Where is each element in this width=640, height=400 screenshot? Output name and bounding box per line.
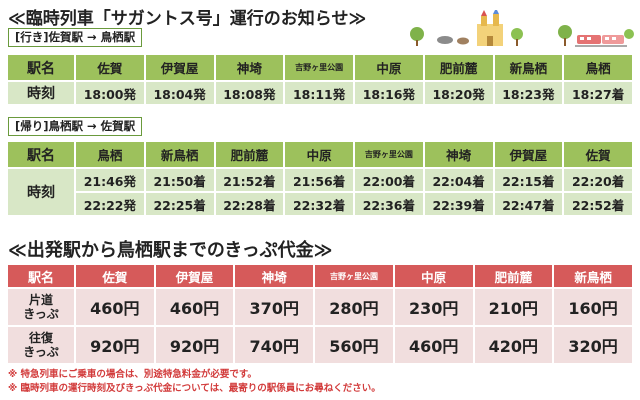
header-label: 駅名 (8, 55, 74, 80)
station-cell: 鳥栖 (76, 142, 144, 167)
time-cell: 18:04発 (145, 82, 214, 104)
station-cell: 伊賀屋 (145, 55, 214, 80)
fare-cell: 740円 (235, 327, 314, 363)
station-cell: 新鳥栖 (494, 55, 563, 80)
header-label: 駅名 (8, 142, 74, 167)
station-cell: 新鳥栖 (145, 142, 214, 167)
station-cell: 肥前麓 (474, 265, 553, 287)
fare-cell: 280円 (315, 289, 393, 325)
time-cell: 22:25着 (145, 193, 214, 215)
outbound-route-label: [行き]佐賀駅 → 鳥栖駅 (8, 28, 143, 47)
station-cell: 新鳥栖 (554, 265, 632, 287)
station-cell: 佐賀 (76, 265, 154, 287)
row-label: 時刻 (8, 169, 74, 215)
time-cell: 18:00発 (76, 82, 144, 104)
tree-icon (410, 27, 424, 46)
time-cell: 18:27着 (564, 82, 632, 104)
time-cell: 18:11発 (285, 82, 353, 104)
time-cell: 22:47着 (494, 193, 563, 215)
time-cell: 22:36着 (355, 193, 423, 215)
station-cell: 佐賀 (76, 55, 144, 80)
fare-section-title: ≪出発駅から鳥栖駅までのきっぷ代金≫ (8, 240, 333, 261)
station-cell: 中原 (394, 265, 473, 287)
fare-cell: 920円 (76, 327, 154, 363)
fare-cell: 560円 (315, 327, 393, 363)
time-cell: 22:28着 (215, 193, 284, 215)
station-cell: 佐賀 (564, 142, 632, 167)
notes: ※ 特急列車にご乗車の場合は、別途特急料金が必要です。 ※ 臨時列車の運行時刻及… (8, 368, 381, 396)
time-cell: 18:16発 (355, 82, 423, 104)
station-cell: 肥前麓 (424, 55, 493, 80)
time-cell: 22:00着 (355, 169, 423, 191)
station-cell: 吉野ヶ里公園 (355, 142, 423, 167)
time-cell: 22:39着 (424, 193, 493, 215)
station-cell: 吉野ヶ里公園 (285, 55, 353, 80)
oneway-label: 片道 きっぷ (8, 289, 74, 325)
fare-cell: 370円 (235, 289, 314, 325)
fare-cell: 460円 (394, 327, 473, 363)
roundtrip-label: 往復 きっぷ (8, 327, 74, 363)
station-cell: 伊賀屋 (155, 265, 234, 287)
station-cell: 神埼 (424, 142, 493, 167)
time-cell: 22:52着 (564, 193, 632, 215)
station-cell: 中原 (285, 142, 353, 167)
time-cell: 22:32着 (285, 193, 353, 215)
fare-cell: 320円 (554, 327, 632, 363)
time-cell: 18:08発 (215, 82, 284, 104)
time-cell: 22:15着 (494, 169, 563, 191)
time-cell: 22:20着 (564, 169, 632, 191)
outbound-timetable: 駅名 佐賀 伊賀屋 神埼 吉野ヶ里公園 中原 肥前麓 新鳥栖 鳥栖 時刻 18:… (6, 53, 634, 106)
station-cell: 中原 (355, 55, 423, 80)
fare-cell: 420円 (474, 327, 553, 363)
fare-cell: 460円 (76, 289, 154, 325)
castle-icon (477, 10, 503, 46)
fare-cell: 160円 (554, 289, 632, 325)
note-line: ※ 臨時列車の運行時刻及びきっぷ代金については、最寄りの駅係員にお尋ねください。 (8, 383, 381, 394)
time-cell: 22:04着 (424, 169, 493, 191)
fare-cell: 230円 (394, 289, 473, 325)
fare-cell: 920円 (155, 327, 234, 363)
time-cell: 18:20発 (424, 82, 493, 104)
time-cell: 21:50着 (145, 169, 214, 191)
station-cell: 神埼 (235, 265, 314, 287)
time-cell: 21:56着 (285, 169, 353, 191)
tree-icon (558, 25, 572, 46)
scenery-illustration (410, 10, 634, 47)
row-label: 時刻 (8, 82, 74, 104)
tree-icon (624, 29, 634, 39)
animal-icon (437, 36, 469, 45)
train-icon (575, 35, 627, 47)
time-cell: 18:23発 (494, 82, 563, 104)
header-label: 駅名 (8, 265, 74, 287)
fare-table: 駅名 佐賀 伊賀屋 神埼 吉野ヶ里公園 中原 肥前麓 新鳥栖 片道 きっぷ 460… (6, 263, 634, 365)
station-cell: 伊賀屋 (494, 142, 563, 167)
station-cell: 吉野ヶ里公園 (315, 265, 393, 287)
page-title: ≪臨時列車「サガントス号」運行のお知らせ≫ (8, 9, 367, 29)
time-cell: 22:22発 (76, 193, 144, 215)
return-timetable: 駅名 鳥栖 新鳥栖 肥前麓 中原 吉野ヶ里公園 神埼 伊賀屋 佐賀 時刻 21:… (6, 140, 634, 217)
station-cell: 神埼 (215, 55, 284, 80)
station-cell: 肥前麓 (215, 142, 284, 167)
time-cell: 21:52着 (215, 169, 284, 191)
tree-icon (511, 28, 523, 46)
return-route-label: [帰り]鳥栖駅 → 佐賀駅 (8, 117, 143, 136)
fare-cell: 460円 (155, 289, 234, 325)
time-cell: 21:46発 (76, 169, 144, 191)
fare-cell: 210円 (474, 289, 553, 325)
station-cell: 鳥栖 (564, 55, 632, 80)
note-line: ※ 特急列車にご乗車の場合は、別途特急料金が必要です。 (8, 369, 257, 380)
